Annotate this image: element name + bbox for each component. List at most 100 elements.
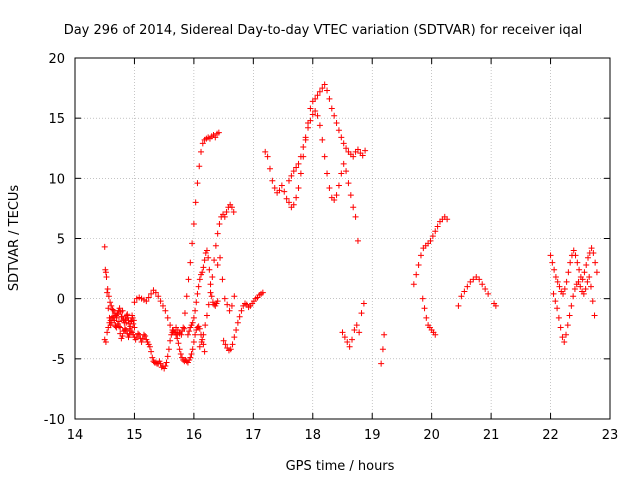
data-point bbox=[228, 204, 235, 211]
data-point bbox=[217, 254, 224, 261]
data-point bbox=[164, 314, 171, 321]
data-point bbox=[552, 298, 559, 305]
data-point bbox=[476, 276, 483, 283]
data-point bbox=[152, 289, 159, 296]
data-point bbox=[183, 293, 190, 300]
data-point bbox=[353, 322, 360, 329]
data-point bbox=[127, 328, 134, 335]
data-point bbox=[196, 343, 203, 350]
data-point bbox=[121, 325, 128, 332]
data-point bbox=[102, 338, 109, 345]
data-point bbox=[362, 147, 369, 154]
data-point bbox=[109, 306, 116, 313]
x-tick-label: 16 bbox=[186, 428, 203, 443]
data-point bbox=[214, 298, 221, 305]
data-point bbox=[379, 346, 386, 353]
data-point bbox=[145, 294, 152, 301]
data-point bbox=[423, 314, 430, 321]
data-point bbox=[566, 312, 573, 319]
data-point bbox=[192, 199, 199, 206]
data-point bbox=[444, 216, 451, 223]
data-point bbox=[230, 209, 237, 216]
data-point bbox=[105, 293, 112, 300]
data-point bbox=[288, 172, 295, 179]
data-point bbox=[216, 221, 223, 228]
data-point bbox=[233, 326, 240, 333]
data-point bbox=[205, 301, 212, 308]
data-point bbox=[432, 228, 439, 235]
x-tick-label: 20 bbox=[423, 428, 440, 443]
data-point bbox=[286, 177, 292, 184]
x-tick-label: 21 bbox=[483, 428, 500, 443]
data-point bbox=[305, 124, 312, 131]
data-point bbox=[198, 148, 205, 155]
data-point bbox=[135, 330, 142, 337]
data-point bbox=[222, 341, 229, 348]
data-point bbox=[236, 313, 243, 320]
data-point bbox=[577, 283, 584, 290]
data-point bbox=[335, 182, 342, 189]
data-point bbox=[196, 325, 203, 332]
data-point bbox=[590, 249, 597, 256]
data-point bbox=[207, 289, 214, 296]
chart-title: Day 296 of 2014, Sidereal Day-to-day VTE… bbox=[64, 23, 583, 38]
data-point bbox=[591, 312, 598, 319]
data-point bbox=[186, 328, 193, 335]
data-point bbox=[410, 281, 417, 288]
data-point bbox=[338, 134, 345, 141]
data-point bbox=[185, 276, 192, 283]
data-point bbox=[312, 95, 319, 102]
data-point bbox=[127, 323, 134, 330]
data-point bbox=[189, 346, 196, 353]
data-point bbox=[219, 276, 226, 283]
data-point bbox=[482, 286, 489, 293]
data-point bbox=[214, 230, 221, 237]
data-point bbox=[432, 331, 439, 338]
data-point bbox=[415, 261, 422, 268]
data-point bbox=[124, 311, 131, 318]
data-point bbox=[104, 286, 111, 293]
data-point bbox=[221, 295, 228, 302]
data-point bbox=[290, 168, 297, 175]
data-point bbox=[351, 326, 358, 333]
y-tick-label: 10 bbox=[48, 172, 65, 187]
data-point bbox=[192, 307, 199, 314]
data-point bbox=[458, 293, 465, 300]
data-point bbox=[312, 107, 319, 114]
x-tick-label: 17 bbox=[245, 428, 262, 443]
x-tick-label: 22 bbox=[542, 428, 559, 443]
data-point bbox=[180, 324, 187, 331]
data-point bbox=[565, 269, 572, 276]
data-point bbox=[314, 92, 321, 99]
data-point bbox=[102, 266, 109, 273]
data-point bbox=[585, 254, 592, 261]
x-tick-label: 19 bbox=[364, 428, 381, 443]
data-point bbox=[115, 323, 122, 330]
data-point bbox=[421, 305, 428, 312]
y-axis-title: SDTVAR / TECUs bbox=[7, 185, 22, 292]
data-point bbox=[286, 199, 292, 206]
data-point bbox=[278, 182, 285, 189]
data-point bbox=[333, 119, 340, 126]
data-point bbox=[427, 237, 434, 244]
data-point bbox=[167, 322, 174, 329]
data-point bbox=[101, 243, 108, 250]
data-point bbox=[175, 340, 182, 347]
data-point bbox=[429, 233, 436, 240]
y-tick-label: 20 bbox=[48, 52, 65, 67]
data-point bbox=[231, 334, 238, 341]
data-point bbox=[190, 338, 197, 345]
x-tick-label: 14 bbox=[67, 428, 84, 443]
data-point bbox=[205, 254, 212, 261]
data-point bbox=[215, 129, 222, 136]
data-point bbox=[319, 85, 326, 92]
data-point bbox=[110, 313, 117, 320]
data-point bbox=[227, 346, 234, 353]
data-point bbox=[290, 201, 297, 208]
x-axis-title: GPS time / hours bbox=[286, 459, 395, 474]
data-point bbox=[155, 293, 162, 300]
data-point bbox=[121, 319, 128, 326]
data-point bbox=[344, 338, 351, 345]
data-point bbox=[339, 329, 346, 336]
data-point bbox=[328, 105, 335, 112]
